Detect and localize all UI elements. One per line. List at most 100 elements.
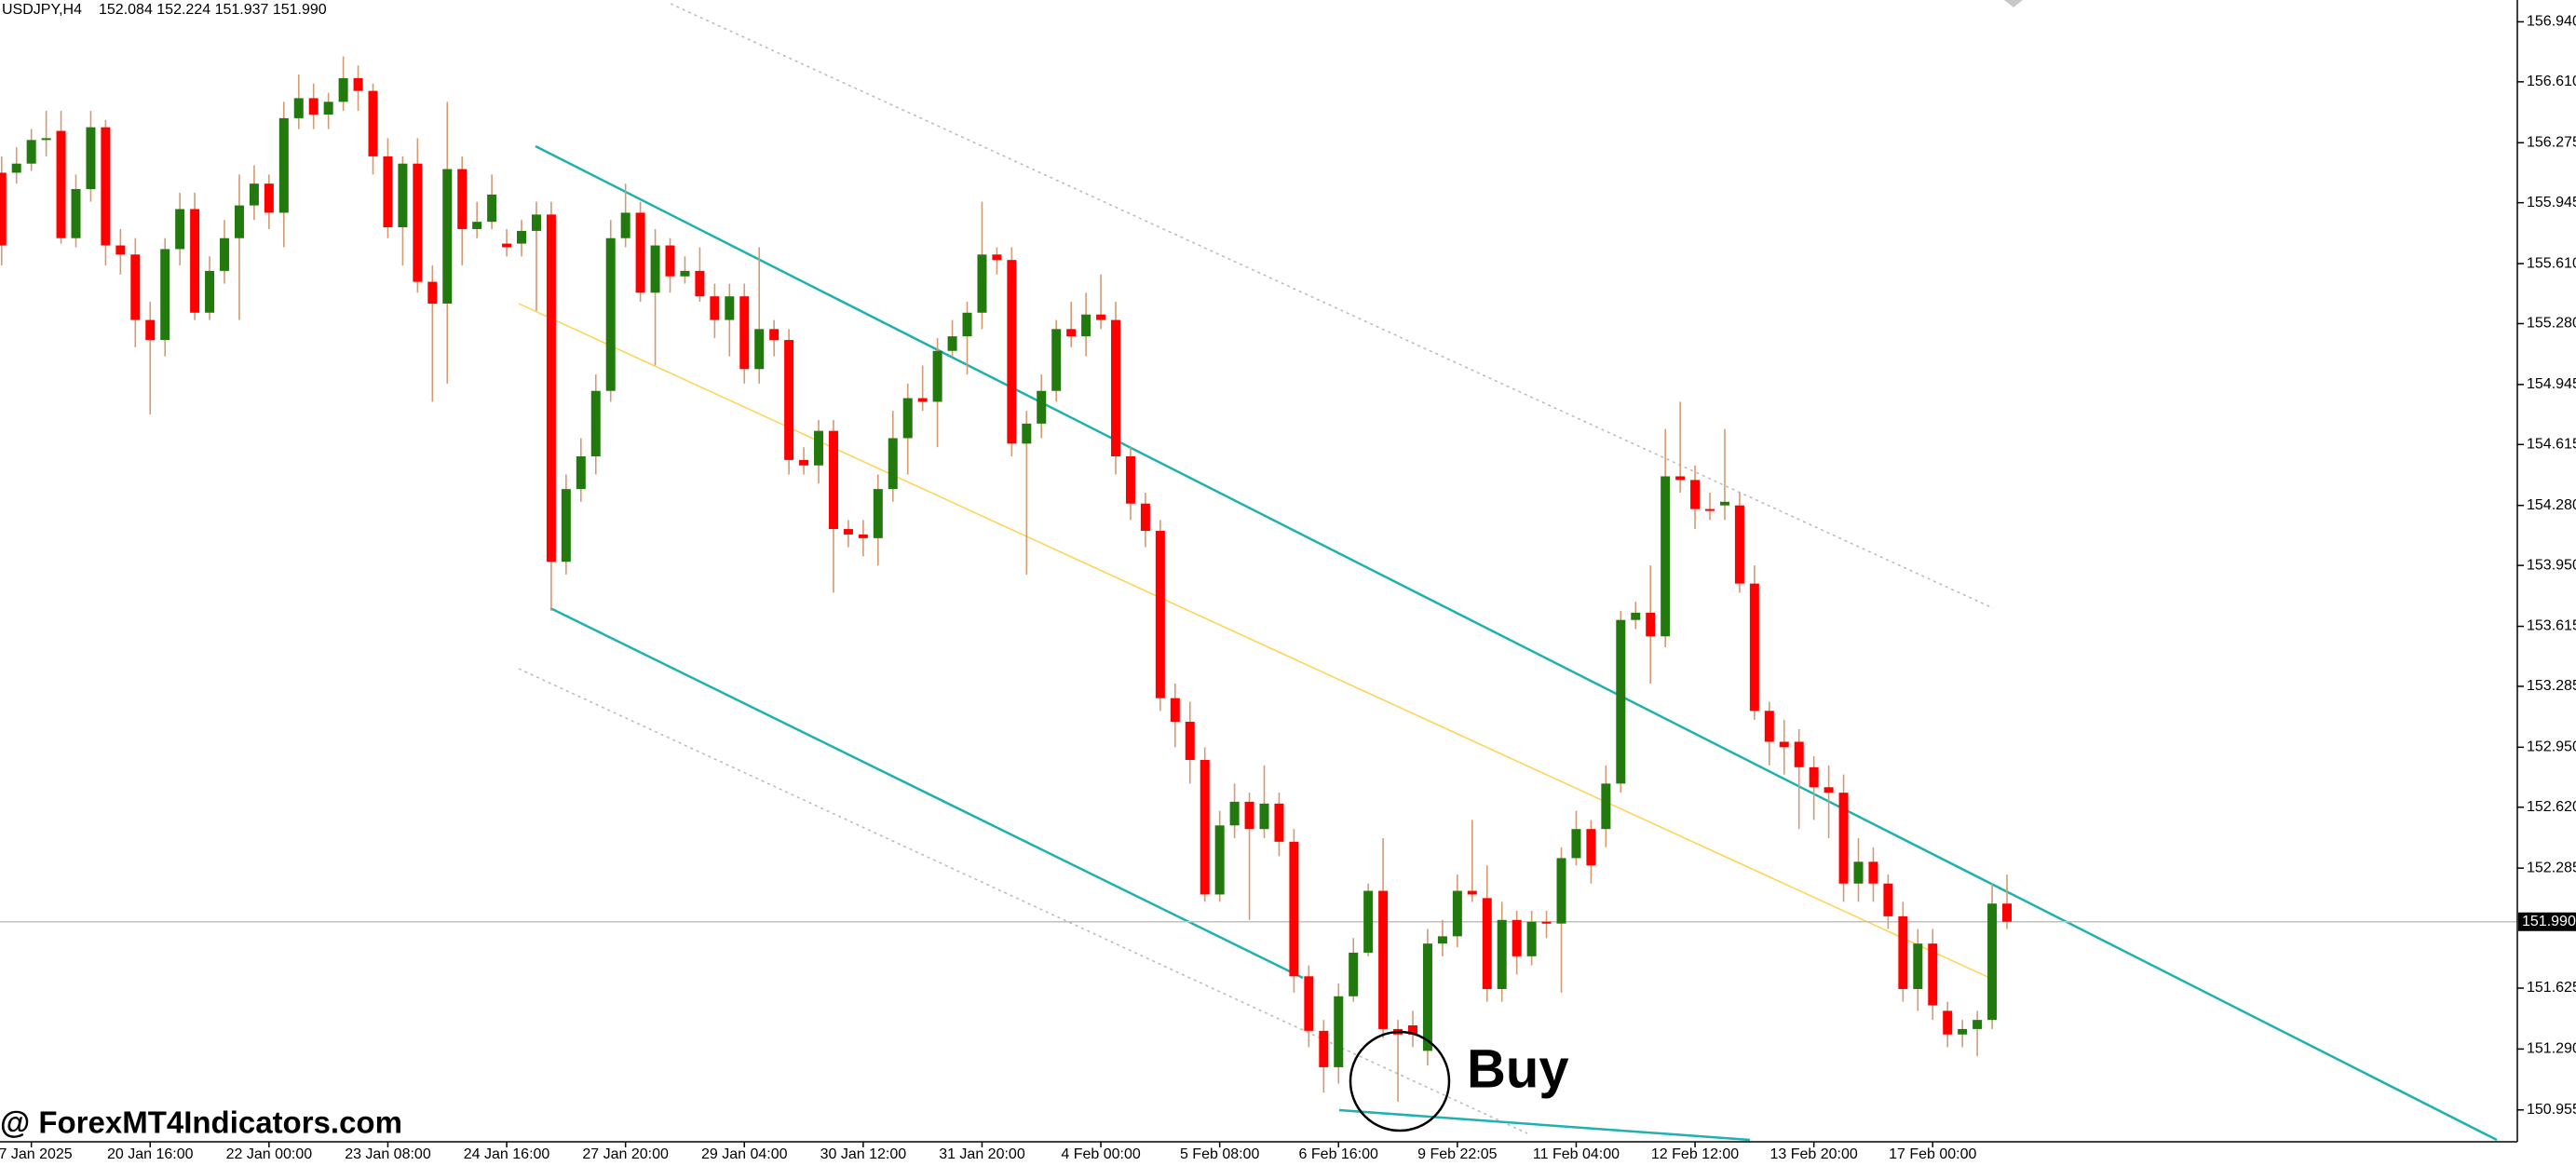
x-tick-label: 30 Jan 12:00 (820, 1146, 907, 1162)
candle-body (398, 163, 408, 228)
candle-body (1601, 783, 1611, 830)
x-tick-label: 9 Feb 22:05 (1417, 1146, 1498, 1162)
candle-body (1096, 314, 1106, 320)
candle-body (784, 340, 794, 460)
candle-body (101, 127, 111, 246)
header-prices: 152.084 152.224 151.937 151.990 (99, 2, 327, 18)
candle-body (1853, 861, 1864, 884)
candle-body (650, 245, 660, 293)
candle-body (1066, 329, 1077, 337)
candle-body (1646, 612, 1656, 637)
candle-body (1586, 829, 1596, 866)
x-tick-label: 17 Feb 00:00 (1889, 1146, 1976, 1162)
candle-body (1928, 943, 1938, 1006)
candle-body (368, 90, 378, 156)
candle-body (710, 296, 720, 320)
x-tick-label: 13 Feb 20:00 (1770, 1146, 1858, 1162)
candle-body (828, 430, 838, 530)
x-tick-label: 24 Jan 16:00 (464, 1146, 550, 1162)
candle-body (278, 117, 289, 213)
candle-body (1794, 741, 1804, 767)
y-tick-label: 152.285 (2527, 860, 2576, 875)
candle-body (1958, 1028, 1968, 1035)
candle-body (1556, 858, 1566, 924)
candle-body (561, 489, 571, 563)
y-tick-label: 155.610 (2527, 255, 2576, 271)
x-tick-label: 22 Jan 00:00 (226, 1146, 313, 1162)
candle-body (962, 312, 972, 337)
candle-body (605, 237, 616, 391)
y-tick-label: 154.280 (2527, 497, 2576, 513)
candle-body (620, 212, 630, 238)
candle-body (293, 98, 304, 118)
candle-body (130, 254, 141, 320)
y-tick-label: 156.610 (2527, 74, 2576, 89)
candle-body (1022, 423, 1032, 444)
candle-body (1913, 943, 1923, 989)
candle-body (843, 529, 853, 535)
candle-body (413, 163, 423, 282)
candle-body (383, 156, 393, 228)
y-tick-label: 156.275 (2527, 134, 2576, 150)
candle-body (665, 245, 675, 277)
x-tick-label: 31 Jan 20:00 (939, 1146, 1025, 1162)
candle-body (1631, 612, 1641, 620)
x-tick-label: 20 Jan 16:00 (107, 1146, 194, 1162)
candle-body (1883, 883, 1893, 916)
candle-body (2002, 903, 2013, 922)
candle-body (338, 77, 348, 102)
candle-body (932, 350, 942, 402)
candle-body (190, 209, 200, 313)
candle-body (799, 459, 809, 466)
candle-body (1334, 996, 1344, 1067)
candle-body (739, 296, 750, 370)
candle-body (1007, 260, 1017, 444)
channel-middle (518, 303, 1997, 982)
candle-body (1779, 741, 1789, 748)
candle-body (502, 243, 512, 248)
candle-body (769, 329, 780, 341)
candle-body (1037, 390, 1047, 424)
x-tick-label: 23 Jan 08:00 (345, 1146, 431, 1162)
candle-body (86, 127, 96, 190)
candle-body (234, 205, 244, 238)
candle-body (590, 390, 601, 456)
candle-body (858, 534, 868, 538)
signal-circle (1349, 1030, 1451, 1132)
x-tick-label: 5 Feb 08:00 (1180, 1146, 1260, 1162)
candle-body (902, 398, 913, 439)
y-tick-label: 154.615 (2527, 437, 2576, 453)
x-tick-label: 27 Jan 20:00 (582, 1146, 669, 1162)
candle-body (1111, 319, 1121, 456)
candle-body (56, 130, 66, 238)
candle-body (546, 214, 556, 563)
watermark: @ ForexMT4Indicators.com (0, 1105, 402, 1140)
candle-body (1868, 861, 1878, 884)
candle-body (26, 140, 36, 164)
candle-body (1541, 921, 1552, 924)
candle-body (754, 329, 765, 370)
symbol-title: USDJPY,H4 (2, 2, 82, 18)
candle-body (264, 183, 274, 213)
candle-body (1140, 503, 1150, 532)
candle-body (917, 398, 928, 402)
candle-body (11, 163, 21, 173)
channel-outer-upper (670, 3, 1994, 609)
candle-body (205, 270, 215, 313)
signal-label: Buy (1467, 1038, 1569, 1099)
channel-lower (549, 606, 1304, 980)
y-tick-label: 154.945 (2527, 376, 2576, 392)
candle-body (115, 245, 126, 255)
candle-body (1898, 915, 1908, 989)
candle-body (1467, 890, 1477, 895)
candle-body (220, 237, 230, 271)
candle-body (1200, 760, 1210, 895)
candle-body (0, 172, 7, 246)
candle-body (487, 194, 497, 223)
candle-body (1363, 890, 1374, 953)
candle-body (873, 489, 883, 538)
candle-body (1408, 1025, 1418, 1035)
y-tick-label: 155.945 (2527, 195, 2576, 210)
